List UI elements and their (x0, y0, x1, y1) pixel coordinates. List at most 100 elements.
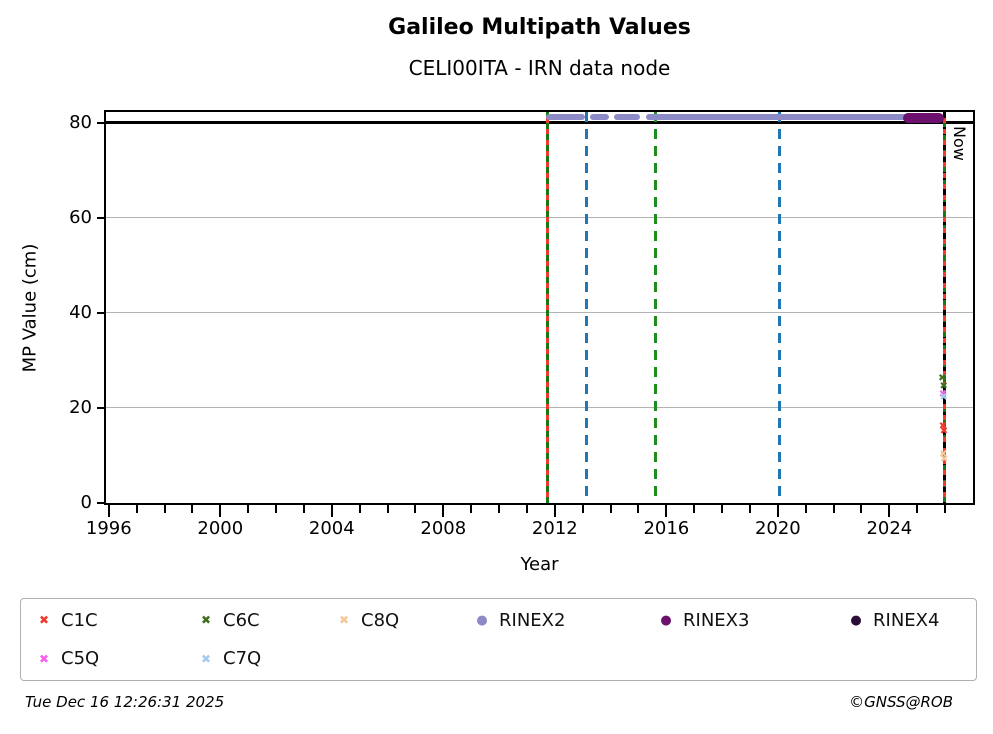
y-tick-label: 0 (80, 492, 92, 513)
y-tick-label: 20 (69, 396, 92, 418)
x-marker-icon: ✖ (38, 651, 50, 666)
x-tick-major (442, 505, 445, 517)
legend-label: RINEX4 (873, 609, 940, 631)
x-tick-minor (944, 505, 947, 513)
y-gridline (106, 312, 973, 314)
legend-item-C7Q: ✖ C7Q (198, 648, 336, 669)
x-marker-icon: ✖ (200, 651, 212, 666)
data-point-C8Q: ✖ (940, 454, 949, 466)
x-tick-minor (470, 505, 473, 513)
copyright-text: ©GNSS@ROB (849, 693, 953, 711)
legend-item-RINEX4: ● RINEX4 (848, 610, 976, 631)
data-point-C8Q: ✖ (938, 449, 948, 461)
legend-item-C8Q: ✖ C8Q (336, 610, 474, 631)
cap-line-80 (106, 121, 973, 125)
x-marker-icon: ✖ (38, 613, 50, 628)
y-tick (97, 406, 105, 409)
x-tick-minor (860, 505, 863, 513)
x-tick-major (107, 505, 110, 517)
event-line (653, 112, 657, 503)
rinex-line-segment (613, 114, 640, 121)
y-tick-label: 40 (69, 301, 92, 323)
x-tick-minor (609, 505, 612, 513)
data-point-C1C: ✖ (938, 420, 948, 432)
legend-item-RINEX2: ● RINEX2 (474, 610, 658, 631)
circle-marker-icon: ● (660, 612, 672, 628)
data-point-C6C: ✖ (938, 373, 947, 385)
y-tick (97, 216, 105, 219)
x-tick-minor (163, 505, 166, 513)
x-marker-icon: ✖ (338, 613, 350, 628)
x-tick-major (330, 505, 333, 517)
legend-item-C5Q: ✖ C5Q (36, 648, 198, 669)
circle-marker-icon: ● (850, 612, 862, 628)
event-line (585, 112, 589, 503)
data-point-C7Q: ✖ (939, 392, 948, 404)
event-line (777, 112, 781, 503)
legend-item-C6C: ✖ C6C (198, 610, 336, 631)
x-tick-major (888, 505, 891, 517)
y-axis-label: MP Value (cm) (19, 243, 41, 373)
plot-content: ✖ ✖ ✖ ✖ ✖ ✖ ✖ ✖ (106, 112, 973, 503)
x-tick-major (776, 505, 779, 517)
x-tick-label: 2008 (420, 518, 467, 539)
x-tick-minor (581, 505, 584, 513)
timestamp-text: Tue Dec 16 12:26:31 2025 (25, 693, 225, 711)
y-tick (97, 502, 105, 504)
data-point-C1C: ✖ (939, 425, 949, 437)
y-gridline (106, 217, 973, 219)
y-gridline (106, 407, 973, 409)
chart-subtitle: CELI00ITA - IRN data node (408, 56, 671, 80)
x-tick-label: 2012 (531, 518, 578, 539)
x-tick-minor (804, 505, 807, 513)
x-tick-major (553, 505, 556, 517)
x-tick-minor (135, 505, 138, 513)
data-point-C5Q: ✖ (938, 388, 948, 400)
x-marker-icon: ✖ (200, 613, 212, 628)
legend-label: RINEX2 (499, 609, 566, 631)
plot-area: ✖ ✖ ✖ ✖ ✖ ✖ ✖ ✖ (104, 110, 975, 505)
y-tick-label: 60 (69, 206, 92, 228)
data-point-C6C: ✖ (939, 380, 948, 392)
y-tick (97, 121, 105, 124)
event-line (545, 112, 549, 503)
x-tick-label: 2020 (754, 518, 801, 539)
x-tick-minor (498, 505, 501, 513)
x-tick-label: 2016 (643, 518, 690, 539)
y-tick (97, 311, 105, 314)
x-axis-label: Year (520, 554, 559, 575)
x-tick-minor (386, 505, 389, 513)
legend-label: C5Q (61, 648, 100, 670)
x-tick-minor (302, 505, 305, 513)
rinex-line-segment (589, 114, 609, 121)
x-tick-label: 2024 (866, 518, 913, 539)
legend-label: C1C (61, 609, 98, 631)
chart-title: Galileo Multipath Values (388, 15, 691, 40)
legend-item-C1C: ✖ C1C (36, 610, 198, 631)
x-tick-label: 1996 (85, 518, 132, 539)
legend-item-RINEX3: ● RINEX3 (658, 610, 848, 631)
x-tick-minor (247, 505, 250, 513)
x-tick-minor (721, 505, 724, 513)
x-tick-major (219, 505, 222, 517)
x-tick-minor (916, 505, 919, 513)
now-annotation: Now (950, 126, 969, 161)
x-tick-major (665, 505, 668, 517)
legend-label: RINEX3 (683, 609, 750, 631)
rinex-line-segment (546, 114, 585, 121)
x-tick-label: 2004 (308, 518, 355, 539)
rinex-line-segment (902, 113, 944, 124)
legend-label: C6C (223, 609, 260, 631)
x-tick-minor (358, 505, 361, 513)
x-tick-minor (748, 505, 751, 513)
circle-marker-icon: ● (476, 612, 488, 628)
x-tick-minor (414, 505, 417, 513)
x-tick-minor (525, 505, 528, 513)
x-tick-label: 2000 (197, 518, 244, 539)
rinex-line-segment (645, 114, 943, 121)
event-line (942, 112, 946, 503)
legend: ✖ C1C ✖ C6C ✖ C8Q ● RINEX2 ● RINEX3 ● RINEX4 ✖ C5Q ✖ C7… (20, 598, 977, 681)
legend-label: C7Q (223, 648, 262, 670)
y-tick-label: 80 (69, 111, 92, 133)
